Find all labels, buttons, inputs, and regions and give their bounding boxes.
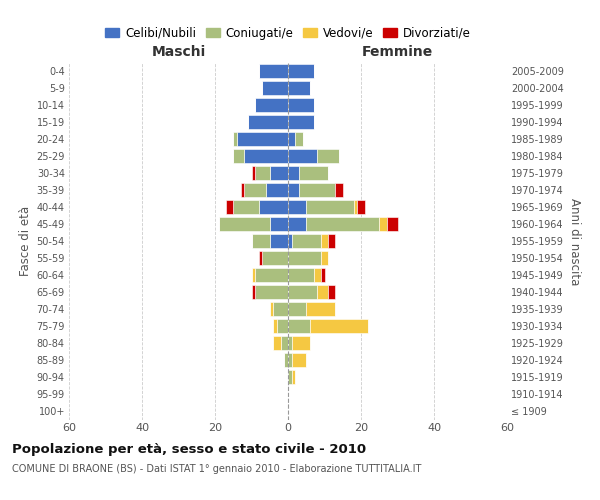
Bar (259, 64, 288, 78)
Bar (251, 268, 255, 282)
Legend: Celibi/Nubili, Coniugati/e, Vedovi/e, Divorziati/e: Celibi/Nubili, Coniugati/e, Vedovi/e, Di… (100, 22, 476, 44)
Bar (288, 98, 314, 112)
Bar (255, 268, 288, 282)
Bar (226, 200, 233, 214)
Bar (288, 234, 292, 248)
Text: Maschi: Maschi (151, 45, 206, 59)
Text: Popolazione per età, sesso e stato civile - 2010: Popolazione per età, sesso e stato civil… (12, 442, 366, 456)
Bar (288, 132, 295, 146)
Bar (255, 98, 288, 112)
Bar (262, 81, 288, 95)
Bar (288, 268, 314, 282)
Bar (288, 149, 317, 163)
Bar (288, 252, 321, 266)
Bar (306, 302, 335, 316)
Bar (255, 166, 270, 180)
Bar (241, 183, 244, 197)
Bar (244, 149, 288, 163)
Bar (321, 252, 328, 266)
Bar (270, 234, 288, 248)
Bar (288, 81, 310, 95)
Bar (299, 166, 328, 180)
Bar (354, 200, 358, 214)
Bar (277, 320, 288, 334)
Bar (270, 302, 274, 316)
Bar (306, 217, 379, 231)
Bar (328, 234, 335, 248)
Bar (314, 268, 321, 282)
Bar (292, 354, 306, 368)
Bar (295, 132, 302, 146)
Bar (218, 217, 270, 231)
Text: Femmine: Femmine (362, 45, 433, 59)
Bar (321, 234, 328, 248)
Bar (321, 268, 325, 282)
Bar (386, 217, 398, 231)
Bar (288, 286, 317, 300)
Bar (288, 302, 306, 316)
Bar (310, 320, 368, 334)
Bar (244, 183, 266, 197)
Bar (251, 166, 255, 180)
Bar (255, 286, 288, 300)
Bar (274, 336, 281, 350)
Y-axis label: Anni di nascita: Anni di nascita (568, 198, 581, 285)
Bar (262, 252, 288, 266)
Bar (281, 336, 288, 350)
Bar (288, 217, 306, 231)
Bar (292, 370, 295, 384)
Bar (274, 320, 277, 334)
Bar (248, 115, 288, 129)
Bar (284, 354, 288, 368)
Bar (306, 200, 354, 214)
Text: COMUNE DI BRAONE (BS) - Dati ISTAT 1° gennaio 2010 - Elaborazione TUTTITALIA.IT: COMUNE DI BRAONE (BS) - Dati ISTAT 1° ge… (12, 464, 421, 474)
Bar (251, 234, 270, 248)
Bar (288, 183, 299, 197)
Bar (251, 286, 255, 300)
Bar (259, 252, 262, 266)
Bar (317, 149, 339, 163)
Bar (292, 336, 310, 350)
Bar (274, 302, 288, 316)
Bar (288, 336, 292, 350)
Bar (288, 200, 306, 214)
Bar (237, 132, 288, 146)
Bar (288, 370, 292, 384)
Bar (288, 320, 310, 334)
Bar (288, 354, 292, 368)
Bar (259, 200, 288, 214)
Bar (379, 217, 386, 231)
Bar (270, 217, 288, 231)
Bar (233, 149, 244, 163)
Bar (292, 234, 321, 248)
Bar (288, 64, 314, 78)
Bar (288, 115, 314, 129)
Bar (288, 166, 299, 180)
Bar (233, 200, 259, 214)
Bar (358, 200, 365, 214)
Bar (335, 183, 343, 197)
Bar (299, 183, 335, 197)
Bar (317, 286, 328, 300)
Bar (328, 286, 335, 300)
Bar (233, 132, 237, 146)
Bar (266, 183, 288, 197)
Y-axis label: Fasce di età: Fasce di età (19, 206, 32, 276)
Bar (270, 166, 288, 180)
